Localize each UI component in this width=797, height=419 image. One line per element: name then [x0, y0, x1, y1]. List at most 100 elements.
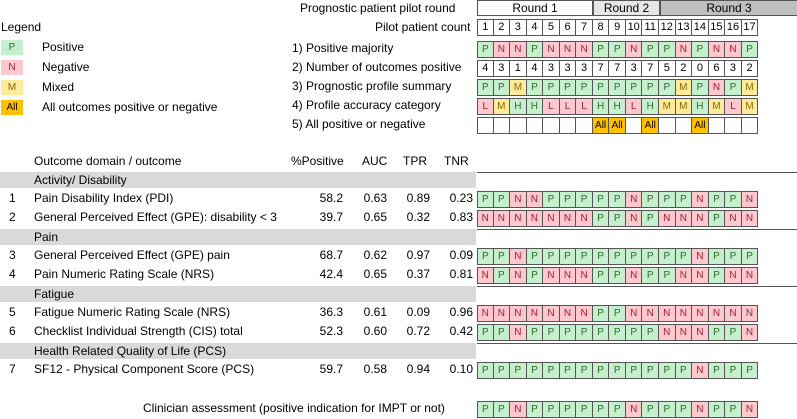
- summary-4-cell-16: L: [725, 99, 742, 114]
- outcome-number: 5: [9, 305, 16, 319]
- summary-2-cell-15: 6: [708, 61, 726, 76]
- pilot-round-label: Prognostic patient pilot round: [300, 1, 456, 15]
- outcome-3-cell-4: P: [526, 249, 544, 264]
- outcome-4-cell-9: P: [609, 268, 626, 283]
- outcome-3-cell-12: P: [659, 249, 676, 264]
- outcome-7-cell-5: P: [543, 363, 560, 378]
- legend-label-mixed: Mixed: [42, 80, 75, 94]
- clinician-cell-6: P: [559, 402, 577, 417]
- outcome-2-cell-12: N: [659, 211, 676, 226]
- clinician-cell-15: P: [708, 402, 726, 417]
- outcome-auc: 0.65: [363, 267, 387, 281]
- outcome-5-cell-4: N: [526, 306, 544, 321]
- clinician-cell-16: P: [725, 402, 742, 417]
- outcome-7-cell-12: P: [659, 363, 676, 378]
- patient-number-cell-1: 1: [477, 20, 494, 35]
- outcome-4-cell-3: N: [510, 268, 527, 283]
- section-header-1: Activity/ Disability: [0, 172, 476, 188]
- outcome-6-cell-14: N: [692, 325, 709, 340]
- patient-number-row: 1 2 3 4 5 6 7 8 9 10 11 12 13 14 15 16 17: [477, 19, 759, 36]
- outcome-5-cell-14: N: [692, 306, 709, 321]
- section-header-2: Pain: [0, 229, 476, 245]
- outcome-pct-positive: 68.7: [319, 248, 343, 262]
- legend-swatch-all: All: [1, 100, 23, 115]
- outcome-6-cell-15: P: [708, 325, 726, 340]
- outcome-1-cell-4: N: [526, 192, 544, 207]
- clinician-cell-7: P: [576, 402, 593, 417]
- outcome-auc: 0.58: [363, 362, 387, 376]
- summary-3-cell-9: P: [609, 80, 626, 95]
- outcome-6-cell-7: P: [576, 325, 593, 340]
- summary-3-cell-14: P: [692, 80, 709, 95]
- outcome-6-cell-3: N: [510, 325, 527, 340]
- section-band-2: [477, 229, 797, 245]
- legend-title: Legend: [1, 20, 42, 34]
- outcome-1-cell-9: P: [609, 192, 626, 207]
- patient-number-cell-17: 17: [741, 20, 759, 35]
- summary-5-cell-8: All: [592, 118, 610, 133]
- outcome-1-cell-12: P: [659, 192, 676, 207]
- outcome-7-cell-11: P: [642, 363, 660, 378]
- outcome-tnr: 0.83: [449, 210, 473, 224]
- patient-number-cell-3: 3: [510, 20, 527, 35]
- patient-number-cell-15: 15: [708, 20, 726, 35]
- outcome-1-cell-3: N: [510, 192, 527, 207]
- summary-4-cell-8: H: [592, 99, 610, 114]
- summary-2-cell-14: 0: [692, 61, 709, 76]
- summary-3-cell-3: M: [510, 80, 527, 95]
- outcome-3-cell-15: P: [708, 249, 726, 264]
- patient-number-cell-4: 4: [526, 20, 544, 35]
- summary-1-cell-7: N: [576, 42, 593, 57]
- outcome-1-cell-17: N: [741, 192, 759, 207]
- outcome-6-cell-16: P: [725, 325, 742, 340]
- summary-2-cell-8: 7: [592, 61, 610, 76]
- outcome-2-cell-16: N: [725, 211, 742, 226]
- outcome-pct-positive: 36.3: [319, 305, 343, 319]
- outcome-1-cell-5: P: [543, 192, 560, 207]
- pilot-count-label: Pilot patient count: [375, 20, 471, 34]
- clinician-cell-11: P: [642, 402, 660, 417]
- summary-4-cell-13: M: [675, 99, 693, 114]
- summary-2-cell-1: 4: [477, 61, 494, 76]
- outcome-5-cell-12: N: [659, 306, 676, 321]
- outcome-auc: 0.63: [363, 191, 387, 205]
- outcome-name: Pain Numeric Rating Scale (NRS): [34, 267, 215, 281]
- legend-label-negative: Negative: [42, 60, 90, 74]
- outcome-1-cell-8: P: [592, 192, 610, 207]
- summary-1-cell-16: N: [725, 42, 742, 57]
- outcome-1-cell-13: P: [675, 192, 693, 207]
- outcome-6-cell-2: P: [493, 325, 511, 340]
- outcome-2-cell-9: P: [609, 211, 626, 226]
- summary-1-cell-17: P: [741, 42, 759, 57]
- outcome-tnr: 0.09: [449, 248, 473, 262]
- outcome-tnr: 0.23: [449, 191, 473, 205]
- outcome-number: 6: [9, 324, 16, 338]
- summary-1-cell-9: P: [609, 42, 626, 57]
- summary-3-cell-12: P: [659, 80, 676, 95]
- outcome-1-cell-1: P: [477, 192, 494, 207]
- outcome-3-cell-5: P: [543, 249, 560, 264]
- outcome-4-cell-6: N: [559, 268, 577, 283]
- outcome-1-cell-16: P: [725, 192, 742, 207]
- outcome-7-cell-17: P: [741, 363, 759, 378]
- outcome-auc: 0.62: [363, 248, 387, 262]
- outcome-4-cell-15: P: [708, 268, 726, 283]
- outcome-2-cell-1: N: [477, 211, 494, 226]
- outcome-2-cell-6: N: [559, 211, 577, 226]
- summary-2-cell-13: 2: [675, 61, 693, 76]
- outcome-1-cell-2: P: [493, 192, 511, 207]
- outcome-7-cell-10: P: [625, 363, 643, 378]
- summary-3-cell-11: P: [642, 80, 660, 95]
- outcome-tnr: 0.10: [449, 362, 473, 376]
- summary-3-cell-8: P: [592, 80, 610, 95]
- outcome-pct-positive: 52.3: [319, 324, 343, 338]
- legend-label-all: All outcomes positive or negative: [42, 100, 218, 114]
- outcome-5-cell-3: N: [510, 306, 527, 321]
- summary-2-cell-5: 3: [543, 61, 560, 76]
- section-band-3: [477, 286, 797, 302]
- patient-number-cell-14: 14: [692, 20, 709, 35]
- outcome-3-cell-3: N: [510, 249, 527, 264]
